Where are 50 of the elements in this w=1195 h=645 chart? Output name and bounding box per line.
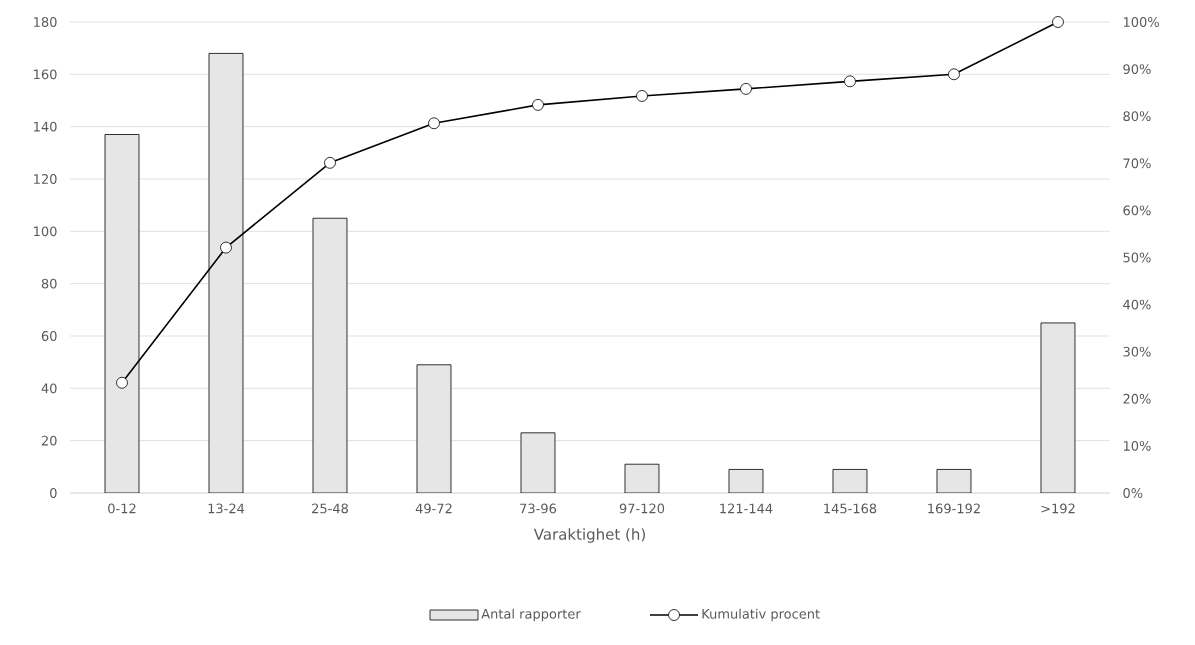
y2-tick-label: 60% [1123,205,1151,216]
y-tick-label: 160 [34,69,57,80]
bar [1040,322,1076,493]
point [220,241,232,254]
y2-tick-label: 100% [1123,17,1159,27]
x-axis-title: Varaktighet (h) [533,528,645,543]
x-tick-label: 73-96 [520,503,557,514]
point [636,90,648,102]
point [532,98,544,111]
x-tick-label: 25-48 [312,503,348,514]
point [844,75,856,88]
y2-tick-label: 50% [1123,252,1151,263]
bar [416,364,452,493]
bar [520,432,556,493]
y2-tick-label: 90% [1123,64,1151,75]
bar [104,134,140,493]
point [1052,16,1064,28]
y-tick-label: 80 [41,278,57,289]
y-tick-label: 140 [34,121,57,132]
x-tick-label: 169-192 [928,503,980,514]
point [428,117,440,130]
legend-label: Antal rapporter [481,608,581,622]
x-tick-label: 121-144 [720,503,773,514]
x-tick-label: 97-120 [619,503,665,514]
y-tick-label: 60 [41,331,57,341]
bar [208,52,244,493]
y-tick-label: 0 [50,488,57,498]
y2-tick-label: 80% [1123,111,1151,122]
point [324,156,336,169]
y2-tick-label: 40% [1123,299,1151,310]
bar [312,217,348,493]
legend-label: Kumulativ procent [702,608,820,622]
x-tick-label: 49-72 [415,503,452,514]
y-tick-label: 40 [41,383,57,394]
point [116,376,128,389]
x-tick-label: 0-12 [108,503,136,514]
y2-tick-label: 70% [1123,158,1151,169]
x-tick-label: 13-24 [208,503,245,514]
y-tick-label: 100 [34,226,57,237]
y2-tick-label: 20% [1123,393,1151,404]
y-tick-label: 20 [41,435,57,446]
y2-tick-label: 0% [1123,488,1143,498]
point [740,82,752,95]
point [948,68,960,81]
y2-tick-label: 30% [1123,346,1151,357]
x-tick-label: 145-168 [824,503,877,514]
y2-tick-label: 10% [1123,440,1151,451]
y-tick-label: 180 [34,17,57,27]
x-tick-label: >192 [1041,503,1075,514]
y-tick-label: 120 [34,174,57,184]
